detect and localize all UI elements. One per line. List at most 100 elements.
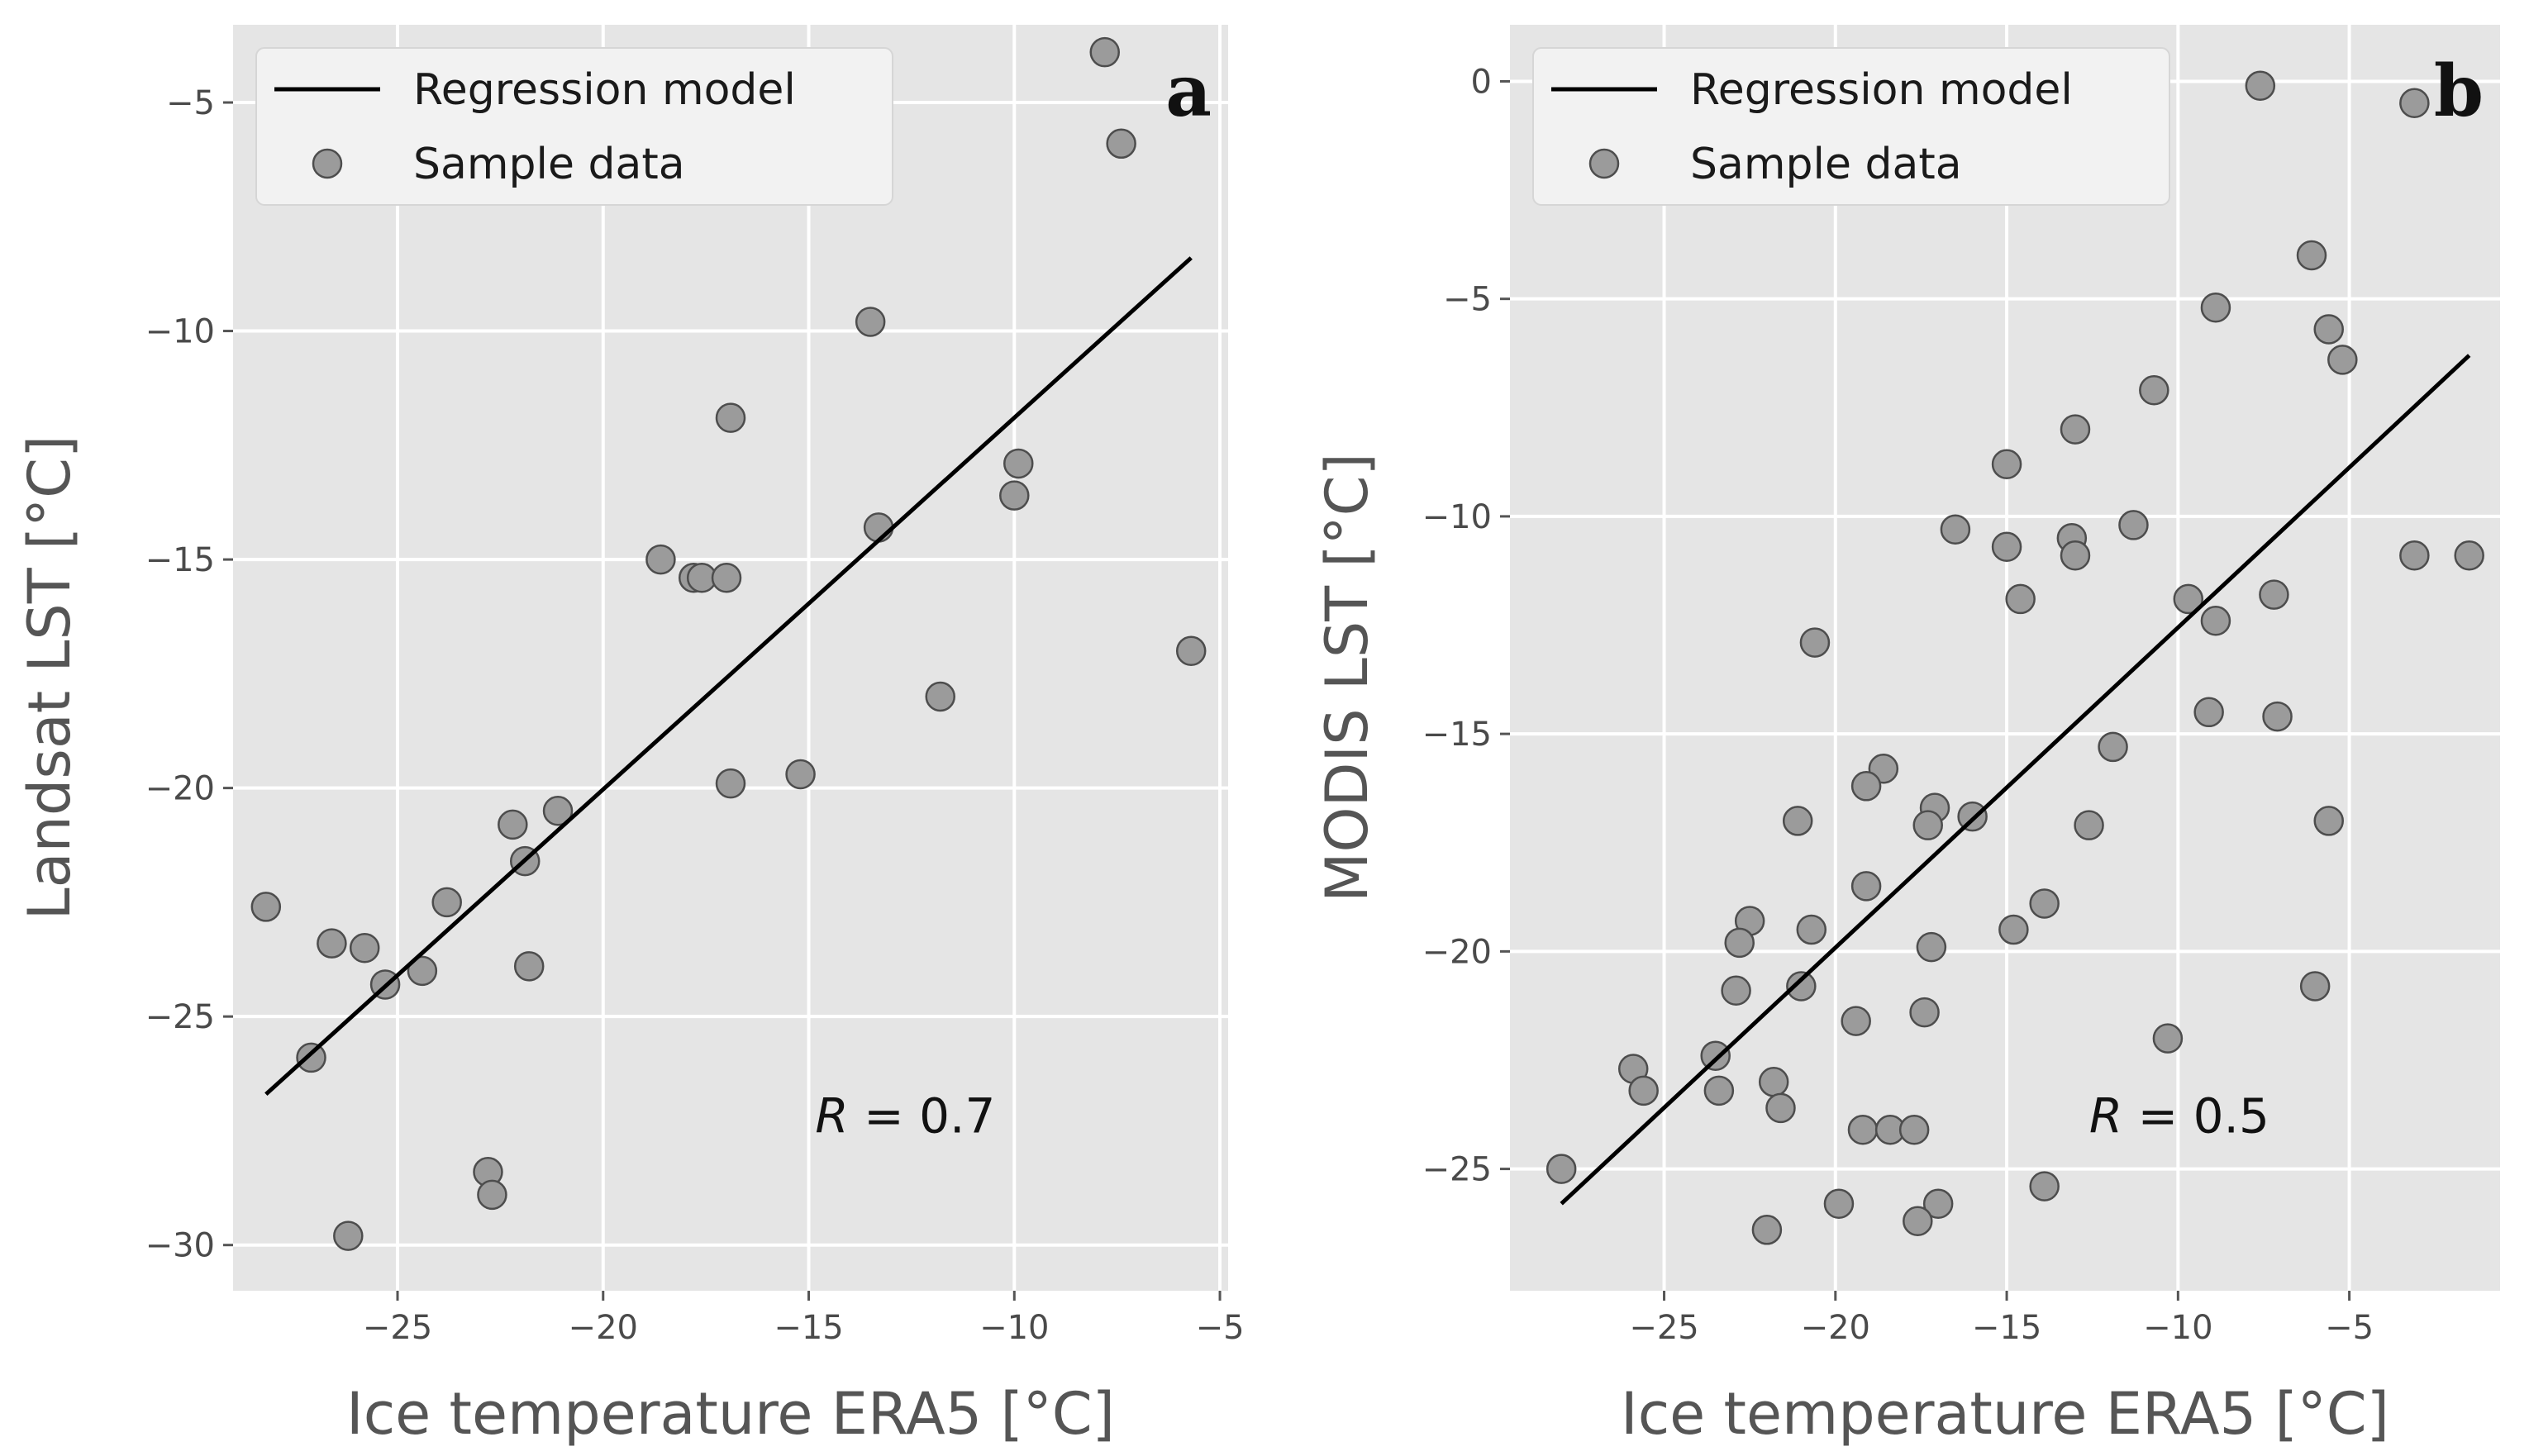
sample-point	[1786, 971, 1817, 1002]
sample-point	[2200, 606, 2231, 636]
sample-point	[2060, 540, 2091, 571]
sample-point	[785, 759, 816, 790]
sample-point	[1823, 1188, 1855, 1219]
x-axis-title: Ice temperature ERA5 [°C]	[346, 1380, 1115, 1448]
sample-point	[2139, 374, 2169, 406]
y-axis-title: MODIS LST [°C]	[1313, 453, 1381, 902]
correlation-value: = 0.7	[849, 1088, 996, 1144]
sample-point	[2005, 583, 2036, 615]
sample-point	[1922, 1188, 1954, 1219]
regression-line	[264, 256, 1193, 1097]
correlation-symbol: R	[2089, 1088, 2122, 1144]
legend-box	[1532, 47, 2170, 206]
sample-point	[1991, 449, 2022, 479]
panel-letter: b	[2434, 50, 2484, 133]
y-tick-label: −10	[145, 313, 215, 351]
sample-point	[715, 402, 746, 433]
sample-point	[2299, 971, 2331, 1002]
sample-point	[1796, 914, 1827, 945]
sample-point	[1850, 771, 1882, 802]
legend: Regression model Sample data	[255, 47, 893, 206]
y-tick-label: −15	[145, 541, 215, 579]
sample-point	[2313, 806, 2344, 836]
sample-point	[999, 480, 1030, 511]
plot-area	[1510, 25, 2500, 1291]
y-tick-label: −20	[1422, 933, 1492, 971]
sample-point	[1991, 531, 2022, 563]
sample-point	[2327, 345, 2358, 375]
x-tick-label: −15	[1972, 1309, 2041, 1347]
sample-point	[1089, 36, 1120, 68]
sample-point	[2152, 1023, 2184, 1054]
y-tick-label: −30	[145, 1227, 215, 1265]
sample-point	[1916, 931, 1947, 963]
sample-point	[1700, 1040, 1731, 1071]
legend-label-sample: Sample data	[1690, 140, 1962, 189]
sample-point	[1628, 1075, 1659, 1106]
x-tick-label: −20	[569, 1309, 638, 1347]
sample-point	[2173, 583, 2204, 615]
sample-point	[1847, 1114, 1879, 1145]
sample-point	[1841, 1006, 1871, 1036]
legend-label-regression: Regression model	[1690, 65, 2073, 115]
sample-point	[407, 955, 438, 987]
sample-point	[250, 892, 282, 922]
legend-box	[255, 47, 893, 206]
sample-point	[1546, 1154, 1577, 1184]
panel-b: −25 −20 −15 −10 −5 −25 −20 −15 −10 −5 0 Regression …	[1313, 25, 2500, 1448]
correlation-annotation: R = 0.7	[815, 1088, 995, 1144]
legend-label-regression: Regression model	[413, 65, 796, 115]
sample-point	[2193, 697, 2224, 728]
sample-point	[296, 1042, 326, 1073]
sample-point	[2118, 510, 2149, 540]
x-tick-label: −15	[774, 1309, 843, 1347]
y-axis-title: Landsat LST [°C]	[16, 435, 83, 921]
sample-point	[2074, 810, 2104, 840]
correlation-annotation: R = 0.5	[2089, 1088, 2269, 1144]
sample-point	[1898, 1114, 1930, 1145]
sample-point	[855, 307, 886, 337]
y-tick-label: −5	[166, 84, 215, 122]
sample-point	[1751, 1215, 1783, 1245]
x-axis-title: Ice temperature ERA5 [°C]	[1621, 1380, 2389, 1448]
x-tick-label: −10	[2143, 1309, 2212, 1347]
y-tick-label: −10	[1422, 498, 1492, 536]
legend: Regression model Sample data	[1532, 47, 2170, 206]
sample-point	[1758, 1067, 1789, 1097]
sample-point	[513, 951, 545, 982]
sample-point	[2262, 701, 2293, 732]
sample-point	[1003, 448, 1034, 479]
plot-area	[233, 25, 1228, 1291]
y-tick-label: −15	[1422, 716, 1492, 754]
regression-line	[1560, 354, 2471, 1206]
correlation-value: = 0.5	[2122, 1088, 2269, 1144]
y-tick-label: −25	[145, 998, 215, 1036]
sample-point	[477, 1179, 507, 1211]
sample-point	[1799, 627, 1831, 658]
y-tick-label: −20	[145, 770, 215, 808]
sample-point	[2313, 314, 2344, 345]
legend-marker-swatch	[312, 148, 343, 179]
sample-point	[1703, 1075, 1735, 1106]
sample-point	[1175, 635, 1207, 666]
sample-point	[1782, 806, 1813, 836]
sample-point	[1912, 810, 1943, 840]
sample-point	[2029, 888, 2060, 919]
sample-point	[1940, 514, 1971, 545]
sample-point	[1903, 1206, 1933, 1237]
sample-point	[498, 809, 528, 840]
x-tick-label: −5	[2325, 1309, 2374, 1347]
sample-point	[2296, 240, 2327, 271]
sample-point	[863, 512, 894, 543]
sample-point	[1721, 975, 1751, 1006]
panel-a: −25 −20 −15 −10 −5 −30 −25 −20 −15 −10 −5 Regressio…	[16, 25, 1245, 1448]
sample-point	[711, 562, 742, 593]
sample-point	[2454, 540, 2484, 571]
sample-point	[1724, 927, 1755, 959]
correlation-symbol: R	[815, 1088, 848, 1144]
sample-point	[645, 544, 676, 575]
sample-point	[2060, 414, 2091, 445]
sample-point	[715, 768, 746, 799]
sample-point	[1106, 128, 1136, 159]
